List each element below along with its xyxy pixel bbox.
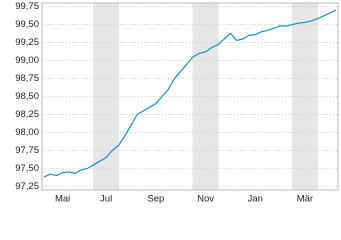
- y-tick-label: 99,25: [15, 37, 39, 48]
- x-tick-label: Jul: [100, 194, 112, 205]
- x-tick-label: Mär: [297, 194, 313, 205]
- y-tick-label: 97,75: [15, 145, 39, 156]
- plot-frame: [41, 2, 339, 191]
- price-line: [43, 9, 337, 178]
- chart: Mai Jul Sep Nov Jan Mär 97,25 97,50 97,75 98,00 98…: [15, 1, 339, 205]
- y-tick-label: 99,50: [15, 19, 39, 30]
- y-tick-label: 99,00: [15, 55, 39, 66]
- y-tick-label: 97,25: [15, 181, 39, 192]
- x-tick-label: Nov: [197, 194, 214, 205]
- y-tick-label: 98,25: [15, 109, 39, 120]
- y-tick-label: 98,50: [15, 91, 39, 102]
- x-tick-label: Jan: [248, 194, 263, 205]
- x-tick-label: Mai: [55, 194, 70, 205]
- y-tick-label: 98,00: [15, 127, 39, 138]
- month-band: [291, 3, 318, 190]
- month-bands: [93, 3, 318, 190]
- month-band: [93, 3, 120, 190]
- y-tick-label: 97,50: [15, 163, 39, 174]
- x-tick-label: Sep: [147, 194, 164, 205]
- month-band: [192, 3, 219, 190]
- y-tick-label: 98,75: [15, 73, 39, 84]
- y-tick-label: 99,75: [15, 1, 39, 12]
